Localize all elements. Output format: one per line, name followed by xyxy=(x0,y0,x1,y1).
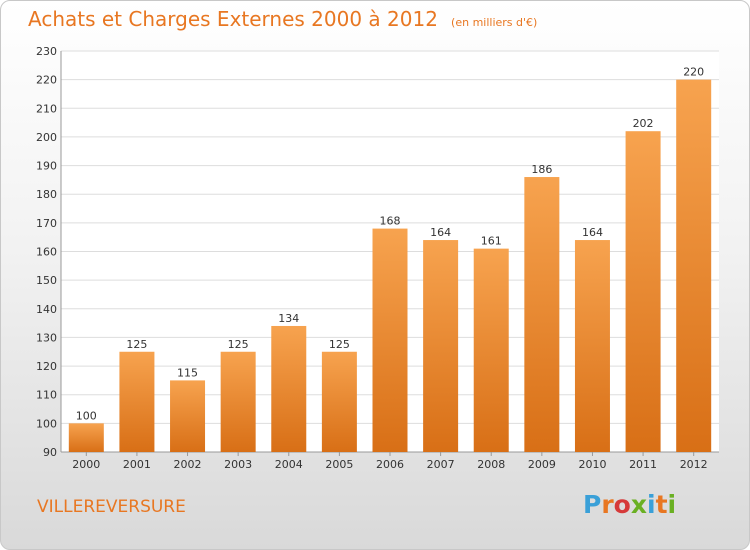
x-tick-label: 2011 xyxy=(629,458,657,471)
bar-value-label: 220 xyxy=(683,66,704,79)
bar-value-label: 115 xyxy=(177,366,198,379)
y-tick-label: 230 xyxy=(36,45,57,58)
y-tick-label: 100 xyxy=(36,417,57,430)
bar-value-label: 125 xyxy=(126,338,147,351)
bar-value-label: 164 xyxy=(582,226,603,239)
bar xyxy=(676,79,712,453)
y-tick-label: 110 xyxy=(36,389,57,402)
y-tick-label: 150 xyxy=(36,274,57,287)
commune-name: VILLEREVERSURE xyxy=(37,497,186,517)
y-tick-label: 90 xyxy=(43,446,57,459)
y-tick-label: 170 xyxy=(36,217,57,230)
y-tick-label: 140 xyxy=(36,303,57,316)
x-tick-label: 2012 xyxy=(680,458,708,471)
y-tick-label: 120 xyxy=(36,360,57,373)
y-tick-label: 180 xyxy=(36,188,57,201)
bar-value-label: 134 xyxy=(278,312,299,325)
x-tick-label: 2000 xyxy=(72,458,100,471)
bar-value-label: 202 xyxy=(633,117,654,130)
bar xyxy=(271,325,307,452)
x-tick-label: 2003 xyxy=(224,458,252,471)
y-tick-label: 190 xyxy=(36,160,57,173)
title-row: Achats et Charges Externes 2000 à 2012 (… xyxy=(28,7,537,31)
x-tick-label: 2010 xyxy=(578,458,606,471)
x-tick-label: 2005 xyxy=(325,458,353,471)
y-tick-label: 160 xyxy=(36,246,57,259)
chart-title: Achats et Charges Externes 2000 à 2012 xyxy=(28,7,438,31)
x-tick-label: 2008 xyxy=(477,458,505,471)
bar xyxy=(372,228,408,452)
bar-value-label: 164 xyxy=(430,226,451,239)
y-tick-label: 220 xyxy=(36,74,57,87)
bar xyxy=(321,351,357,452)
chart-subtitle: (en milliers d'€) xyxy=(451,16,538,29)
bar-value-label: 100 xyxy=(76,409,97,422)
x-tick-label: 2004 xyxy=(275,458,303,471)
bar xyxy=(170,380,206,452)
bar xyxy=(625,131,661,452)
bar xyxy=(524,177,560,452)
bar xyxy=(473,248,509,452)
x-tick-label: 2009 xyxy=(528,458,556,471)
y-tick-label: 130 xyxy=(36,331,57,344)
bar-value-label: 168 xyxy=(380,215,401,228)
bar-value-label: 186 xyxy=(531,163,552,176)
y-tick-label: 200 xyxy=(36,131,57,144)
x-tick-label: 2002 xyxy=(174,458,202,471)
x-tick-label: 2006 xyxy=(376,458,404,471)
bar xyxy=(220,351,256,452)
proxiti-logo: Proxiti xyxy=(583,490,677,519)
bar-value-label: 125 xyxy=(329,338,350,351)
bar xyxy=(68,423,104,452)
bar xyxy=(574,240,610,452)
bar xyxy=(119,351,155,452)
y-tick-label: 210 xyxy=(36,102,57,115)
bar-value-label: 125 xyxy=(228,338,249,351)
x-tick-label: 2007 xyxy=(427,458,455,471)
x-tick-label: 2001 xyxy=(123,458,151,471)
bar-value-label: 161 xyxy=(481,235,502,248)
bar xyxy=(423,240,459,452)
